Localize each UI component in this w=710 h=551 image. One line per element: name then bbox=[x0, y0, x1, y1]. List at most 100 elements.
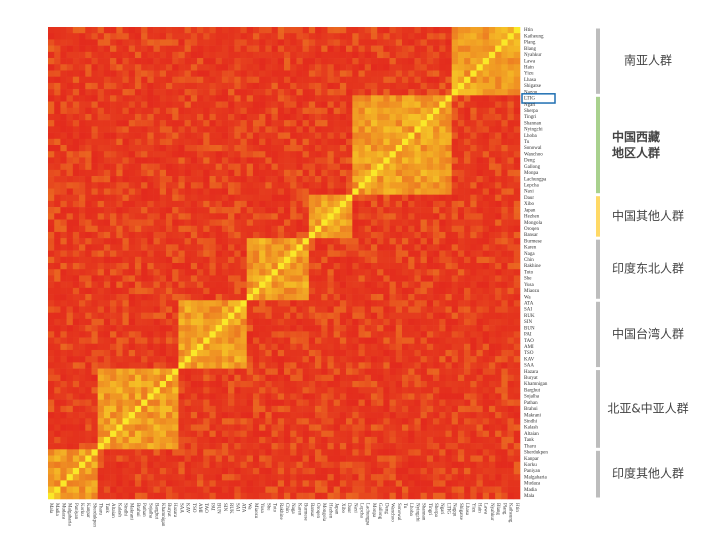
heatmap-cell bbox=[141, 368, 148, 376]
heatmap-cell bbox=[54, 281, 61, 289]
heatmap-cell bbox=[495, 207, 502, 214]
heatmap-cell bbox=[346, 64, 353, 71]
heatmap-cell bbox=[215, 58, 223, 65]
heatmap-cell bbox=[221, 263, 229, 270]
heatmap-cell bbox=[445, 300, 452, 307]
heatmap-cell bbox=[439, 107, 446, 115]
heatmap-cell bbox=[215, 194, 223, 202]
heatmap-cell bbox=[54, 331, 61, 338]
heatmap-cell bbox=[339, 374, 347, 382]
heatmap-cell bbox=[48, 89, 55, 96]
heatmap-cell bbox=[128, 374, 136, 382]
heatmap-cell bbox=[85, 33, 92, 40]
heatmap-cell bbox=[284, 45, 291, 53]
heatmap-cell bbox=[228, 343, 235, 351]
heatmap-cell bbox=[215, 33, 223, 40]
heatmap-cell bbox=[389, 58, 397, 65]
heatmap-cell bbox=[234, 349, 241, 357]
heatmap-cell bbox=[153, 393, 161, 400]
heatmap-cell bbox=[184, 163, 192, 171]
heatmap-cell bbox=[54, 95, 61, 102]
heatmap-cell bbox=[166, 312, 173, 320]
heatmap-cell bbox=[72, 374, 80, 382]
heatmap-cell bbox=[513, 169, 521, 177]
heatmap-cell bbox=[445, 250, 452, 258]
heatmap-cell bbox=[234, 368, 241, 376]
heatmap-cell bbox=[271, 169, 279, 177]
heatmap-cell bbox=[72, 405, 80, 413]
heatmap-cell bbox=[159, 145, 167, 152]
heatmap-cell bbox=[134, 207, 142, 214]
heatmap-cell bbox=[60, 368, 67, 376]
heatmap-cell bbox=[166, 33, 173, 40]
heatmap-cell bbox=[103, 331, 111, 338]
heatmap-cell bbox=[271, 349, 279, 357]
heatmap-cell bbox=[290, 381, 297, 388]
heatmap-cell bbox=[358, 250, 366, 258]
heatmap-cell bbox=[433, 101, 440, 109]
heatmap-cell bbox=[358, 362, 366, 369]
heatmap-cell bbox=[383, 306, 390, 313]
heatmap-cell bbox=[488, 76, 496, 84]
heatmap-cell bbox=[91, 89, 98, 96]
heatmap-cell bbox=[302, 64, 310, 71]
heatmap-cell bbox=[296, 337, 303, 345]
heatmap-cell bbox=[203, 331, 210, 338]
heatmap-cell bbox=[327, 256, 334, 264]
heatmap-cell bbox=[228, 418, 235, 425]
heatmap-cell bbox=[501, 132, 508, 140]
heatmap-cell bbox=[296, 412, 303, 419]
heatmap-cell bbox=[439, 89, 446, 96]
heatmap-cell bbox=[315, 349, 322, 357]
heatmap-cell bbox=[110, 387, 117, 394]
heatmap-cell bbox=[240, 138, 248, 146]
heatmap-cell bbox=[48, 263, 55, 270]
heatmap-cell bbox=[85, 82, 92, 90]
heatmap-cell bbox=[60, 294, 67, 301]
heatmap-cell bbox=[439, 145, 446, 152]
heatmap-cell bbox=[277, 368, 285, 376]
heatmap-cell bbox=[265, 51, 272, 59]
heatmap-cell bbox=[85, 51, 92, 59]
heatmap-cell bbox=[395, 381, 403, 388]
heatmap-cell bbox=[141, 312, 148, 320]
heatmap-cell bbox=[265, 294, 272, 301]
heatmap-cell bbox=[501, 219, 508, 227]
heatmap-cell bbox=[383, 101, 390, 109]
heatmap-cell bbox=[370, 58, 378, 65]
heatmap-cell bbox=[234, 287, 241, 295]
heatmap-cell bbox=[153, 312, 161, 320]
heatmap-cell bbox=[426, 82, 434, 90]
heatmap-cell bbox=[445, 188, 452, 195]
heatmap-cell bbox=[346, 393, 353, 400]
heatmap-cell bbox=[315, 51, 322, 59]
heatmap-cell bbox=[215, 70, 223, 77]
heatmap-cell bbox=[246, 33, 254, 40]
heatmap-cell bbox=[66, 70, 74, 77]
heatmap-cell bbox=[134, 39, 142, 46]
heatmap-cell bbox=[48, 287, 55, 295]
heatmap-cell bbox=[395, 213, 403, 220]
heatmap-cell bbox=[209, 151, 216, 158]
heatmap-cell bbox=[60, 219, 67, 227]
heatmap-cell bbox=[178, 393, 185, 400]
heatmap-cell bbox=[488, 182, 496, 189]
heatmap-cell bbox=[91, 113, 98, 121]
heatmap-cell bbox=[72, 269, 80, 276]
heatmap-cell bbox=[414, 95, 421, 102]
heatmap-cell bbox=[457, 151, 465, 158]
heatmap-cell bbox=[172, 306, 179, 313]
heatmap-cell bbox=[507, 343, 515, 351]
heatmap-cell bbox=[203, 33, 210, 40]
heatmap-cell bbox=[265, 163, 272, 171]
heatmap-cell bbox=[327, 281, 334, 289]
heatmap-cell bbox=[215, 294, 223, 301]
heatmap-cell bbox=[209, 405, 216, 413]
heatmap-cell bbox=[190, 356, 198, 363]
heatmap-cell bbox=[128, 70, 136, 77]
heatmap-cell bbox=[327, 294, 334, 301]
heatmap-cell bbox=[414, 244, 421, 251]
heatmap-cell bbox=[234, 263, 241, 270]
heatmap-cell bbox=[79, 45, 86, 53]
heatmap-cell bbox=[72, 238, 80, 245]
